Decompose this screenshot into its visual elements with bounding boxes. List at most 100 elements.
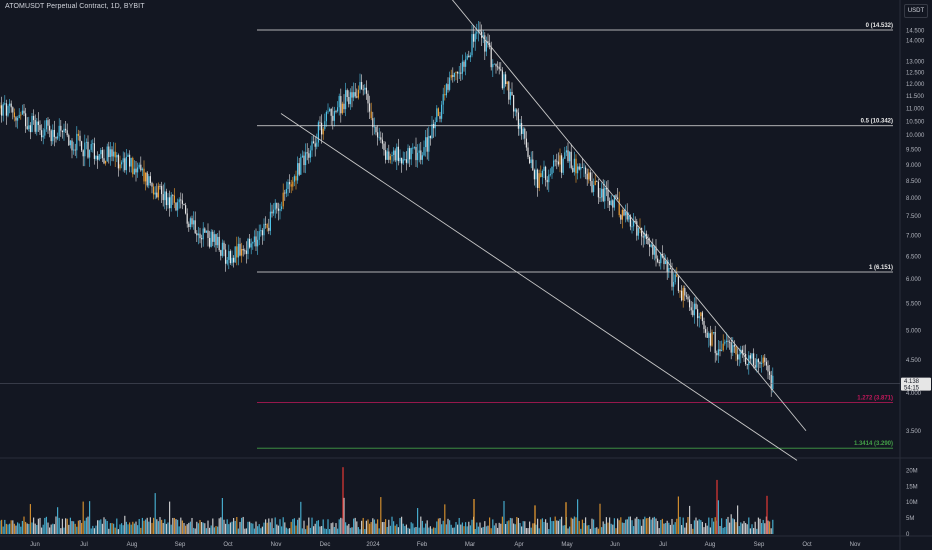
candle-body: [2, 104, 4, 116]
volume-bar: [549, 517, 551, 534]
time-axis[interactable]: Jun Jul Aug Sep Oct Nov Dec 2024 Feb Mar Apr May Jun…: [30, 542, 860, 548]
candle-body: [53, 129, 55, 137]
volume-bar: [330, 523, 332, 534]
candle-body: [631, 226, 633, 228]
candle-body: [81, 141, 83, 151]
candle-body: [692, 310, 694, 316]
candle-body: [545, 166, 547, 180]
candle-body: [196, 233, 198, 236]
volume-bar: [269, 522, 271, 534]
candle-body: [429, 135, 431, 139]
volume-bar: [58, 517, 60, 534]
volume-bar: [1, 519, 3, 534]
volume-bar: [573, 516, 575, 534]
candle-body: [52, 129, 54, 142]
volume-bar: [346, 525, 348, 534]
time-tick-label: Nov: [850, 542, 861, 548]
volume-bar: [772, 519, 774, 534]
candle-body: [49, 125, 51, 131]
price-axis[interactable]: 14.500 14.000 13.000 12.500 12.000 11.500 11.0…: [906, 29, 925, 435]
volume-bar: [725, 518, 727, 534]
time-tick-label: Jul: [659, 542, 667, 548]
candle-body: [290, 184, 292, 187]
candle-body: [175, 202, 177, 211]
candle-body: [284, 192, 286, 194]
volume-bar: [673, 524, 675, 534]
volume-bar: [746, 524, 748, 534]
volume-bar: [713, 521, 715, 534]
volume-bar: [245, 528, 247, 534]
volume-bar: [180, 517, 182, 534]
candle-body: [343, 103, 345, 110]
candle-body: [690, 307, 692, 311]
volume-bar: [586, 525, 588, 534]
candle-body: [509, 91, 511, 100]
volume-bar: [260, 528, 262, 534]
candle-body: [90, 144, 92, 150]
candle-body: [377, 132, 379, 138]
volume-bar: [321, 526, 323, 534]
candle-body: [724, 342, 726, 344]
volume-bar: [567, 528, 569, 534]
candle-body: [353, 92, 355, 98]
candle-body: [249, 238, 251, 248]
candle-body: [743, 352, 745, 354]
candle-body: [359, 82, 361, 90]
volume-bar: [151, 522, 153, 534]
volume-bar: [45, 516, 47, 534]
candle-body: [362, 89, 364, 91]
candle-body: [530, 159, 532, 164]
candle-body: [666, 260, 668, 272]
candle-body: [685, 295, 687, 297]
volume-bar: [591, 518, 593, 534]
volume-bar: [599, 503, 601, 534]
volume-bar: [623, 522, 625, 534]
volume-bar: [148, 521, 150, 534]
volume-bar: [121, 523, 123, 534]
volume-tick-label: 20M: [906, 468, 918, 474]
volume-bar: [442, 520, 444, 534]
volume-bar: [125, 521, 127, 534]
price-tick-label: 13.000: [906, 59, 925, 65]
volume-bar: [589, 528, 591, 534]
candle-body: [140, 164, 142, 171]
candle-body: [228, 251, 230, 260]
candle-body: [493, 63, 495, 65]
volume-bar: [556, 520, 558, 534]
candle-body: [18, 114, 20, 119]
volume-bar: [23, 516, 25, 534]
time-tick-label: Aug: [705, 542, 716, 548]
time-tick-label: Aug: [127, 542, 138, 548]
volume-tick-label: 0: [906, 532, 910, 538]
volume-bar: [690, 523, 692, 534]
volume-bar: [292, 519, 294, 534]
candle-body: [113, 151, 115, 157]
volume-bar: [81, 522, 83, 534]
volume-bar: [393, 521, 395, 534]
candle-body: [578, 166, 580, 170]
volume-bar: [353, 518, 355, 534]
candle-body: [492, 64, 494, 68]
volume-bar: [701, 521, 703, 534]
candle-body: [383, 143, 385, 151]
candle-body: [751, 353, 753, 359]
candle-body: [127, 154, 129, 157]
candle-body: [277, 208, 279, 211]
volume-bar: [521, 526, 523, 534]
candle-body: [25, 113, 27, 127]
candle-body: [409, 148, 411, 160]
currency-button[interactable]: USDT: [904, 4, 928, 18]
candle-body: [741, 349, 743, 353]
candle-body: [47, 120, 49, 126]
candle-body: [665, 260, 667, 264]
candle-body: [535, 169, 537, 180]
volume-tick-label: 10M: [906, 500, 918, 506]
candle-body: [151, 182, 153, 187]
candle-body: [105, 161, 107, 164]
volume-bar: [117, 529, 119, 534]
volume-bar: [156, 519, 158, 534]
volume-bar: [305, 529, 307, 534]
candle-body: [452, 75, 454, 77]
volume-bar: [738, 526, 740, 534]
